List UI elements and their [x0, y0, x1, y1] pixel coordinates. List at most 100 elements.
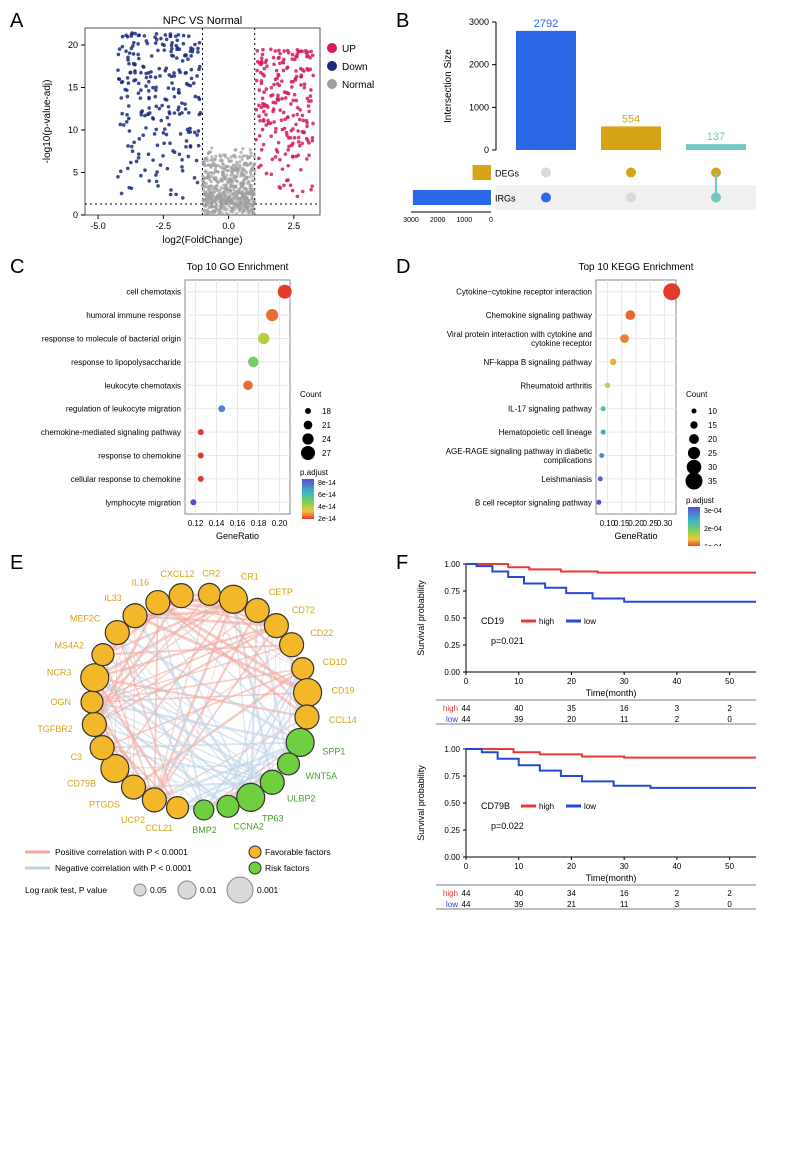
svg-text:11: 11 — [620, 715, 629, 724]
svg-text:20: 20 — [68, 40, 78, 50]
svg-text:Risk factors: Risk factors — [265, 863, 309, 873]
svg-text:3: 3 — [675, 704, 680, 713]
svg-text:CETP: CETP — [269, 587, 293, 597]
svg-text:25: 25 — [708, 449, 717, 458]
svg-text:0.20: 0.20 — [272, 519, 288, 528]
svg-text:44: 44 — [462, 889, 471, 898]
svg-text:DEGs: DEGs — [495, 168, 520, 178]
svg-text:CD79B: CD79B — [67, 778, 96, 788]
svg-text:50: 50 — [725, 862, 734, 871]
svg-text:0.01: 0.01 — [200, 885, 217, 895]
svg-text:15: 15 — [708, 421, 717, 430]
svg-text:40: 40 — [672, 677, 681, 686]
panel-label-c: C — [10, 256, 24, 279]
svg-text:44: 44 — [462, 715, 471, 724]
go-dotplot: Top 10 GO Enrichment 0.12 0.14 0.16 0.18 0.20… — [10, 256, 390, 546]
svg-text:p.adjust: p.adjust — [686, 496, 715, 505]
svg-text:18: 18 — [322, 407, 331, 416]
svg-text:chemokine-mediated signaling p: chemokine-mediated signaling pathway — [41, 428, 181, 437]
svg-text:response to chemokine: response to chemokine — [98, 452, 181, 461]
svg-text:CD19: CD19 — [331, 685, 354, 695]
svg-text:21: 21 — [322, 421, 331, 430]
svg-text:leukocyte chemotaxis: leukocyte chemotaxis — [105, 381, 181, 390]
svg-text:high: high — [443, 889, 458, 898]
svg-text:CCL21: CCL21 — [145, 823, 173, 833]
svg-text:0: 0 — [484, 145, 489, 155]
svg-text:0.14: 0.14 — [209, 519, 225, 528]
panel-label-b: B — [396, 10, 409, 33]
svg-text:24: 24 — [322, 435, 331, 444]
svg-text:MEF2C: MEF2C — [70, 613, 101, 623]
svg-text:Negative correlation with P <: Negative correlation with P < 0.0001 — [55, 863, 192, 873]
svg-text:high: high — [539, 802, 554, 811]
svg-text:0.30: 0.30 — [657, 519, 673, 528]
svg-text:0.16: 0.16 — [230, 519, 246, 528]
svg-text:35: 35 — [708, 477, 717, 486]
svg-text:CD19: CD19 — [481, 616, 504, 626]
svg-text:1.00: 1.00 — [444, 745, 460, 754]
svg-text:0: 0 — [464, 677, 469, 686]
svg-text:0.18: 0.18 — [251, 519, 267, 528]
svg-text:Time(month): Time(month) — [586, 873, 637, 883]
svg-text:AGE-RAGE signaling pathway in: AGE-RAGE signaling pathway in diabetic — [446, 447, 592, 456]
svg-text:-2.5: -2.5 — [156, 221, 172, 231]
svg-text:lymphocyte migration: lymphocyte migration — [105, 498, 181, 507]
svg-text:16: 16 — [620, 889, 629, 898]
svg-text:cellular response to chemokine: cellular response to chemokine — [71, 475, 182, 484]
panel-label-d: D — [396, 256, 410, 279]
svg-text:humoral immune response: humoral immune response — [86, 311, 181, 320]
svg-text:4e-14: 4e-14 — [318, 504, 336, 511]
svg-text:2000: 2000 — [430, 217, 446, 224]
svg-text:20: 20 — [567, 677, 576, 686]
svg-text:-log10(p-value-adj): -log10(p-value-adj) — [42, 80, 53, 164]
svg-text:0: 0 — [464, 862, 469, 871]
svg-text:GeneRatio: GeneRatio — [216, 531, 259, 541]
svg-text:2.5: 2.5 — [288, 221, 301, 231]
svg-text:low: low — [446, 715, 458, 724]
panel-d: D Top 10 KEGG Enrichment0.100.150.200.25… — [396, 256, 776, 546]
volcano-plot: NPC VS Normal-5.0-2.50.02.505101520log2(… — [10, 10, 390, 250]
svg-text:CD79B: CD79B — [481, 801, 510, 811]
svg-text:UP: UP — [342, 44, 356, 55]
panel-b: B 0100020003000Intersection Size27925541… — [396, 10, 776, 250]
svg-text:Favorable factors: Favorable factors — [265, 847, 331, 857]
svg-text:Leishmaniasis: Leishmaniasis — [541, 475, 592, 484]
svg-text:554: 554 — [622, 113, 640, 125]
svg-text:0.05: 0.05 — [150, 885, 167, 895]
svg-text:8e-14: 8e-14 — [318, 480, 336, 487]
svg-text:IRGs: IRGs — [495, 193, 516, 203]
svg-text:CCNA2: CCNA2 — [233, 822, 264, 832]
svg-text:0.12: 0.12 — [188, 519, 204, 528]
svg-text:IL16: IL16 — [132, 577, 150, 587]
svg-text:10: 10 — [514, 862, 523, 871]
svg-text:CCL14: CCL14 — [329, 715, 357, 725]
svg-text:CXCL12: CXCL12 — [160, 569, 194, 579]
svg-text:p=0.022: p=0.022 — [491, 821, 524, 831]
svg-text:20: 20 — [708, 435, 717, 444]
svg-text:Down: Down — [342, 62, 368, 73]
svg-text:0.001: 0.001 — [257, 885, 279, 895]
svg-text:cytokine receptor: cytokine receptor — [531, 339, 592, 348]
svg-text:cell chemotaxis: cell chemotaxis — [126, 288, 181, 297]
panel-f: F 010203040500.000.250.500.751.00Time(mo… — [396, 552, 776, 922]
panel-a: A NPC VS Normal-5.0-2.50.02.505101520log… — [10, 10, 390, 250]
svg-text:PTGDS: PTGDS — [89, 799, 120, 809]
svg-text:p=0.021: p=0.021 — [491, 636, 524, 646]
svg-text:Survival probability: Survival probability — [416, 765, 426, 841]
svg-text:Survival probability: Survival probability — [416, 580, 426, 656]
svg-text:2: 2 — [727, 889, 732, 898]
svg-text:0: 0 — [727, 715, 732, 724]
svg-text:2: 2 — [675, 889, 680, 898]
svg-text:1000: 1000 — [457, 217, 473, 224]
panel-label-f: F — [396, 552, 408, 575]
svg-text:regulation of leukocyte migrat: regulation of leukocyte migration — [66, 405, 181, 414]
svg-text:2000: 2000 — [469, 60, 489, 70]
svg-text:0.50: 0.50 — [444, 614, 460, 623]
svg-text:Top 10 GO Enrichment: Top 10 GO Enrichment — [187, 262, 289, 273]
svg-text:21: 21 — [567, 900, 576, 909]
svg-text:high: high — [539, 617, 554, 626]
svg-text:10: 10 — [514, 677, 523, 686]
svg-text:35: 35 — [567, 704, 576, 713]
svg-text:IL33: IL33 — [104, 593, 122, 603]
svg-text:0.75: 0.75 — [444, 587, 460, 596]
